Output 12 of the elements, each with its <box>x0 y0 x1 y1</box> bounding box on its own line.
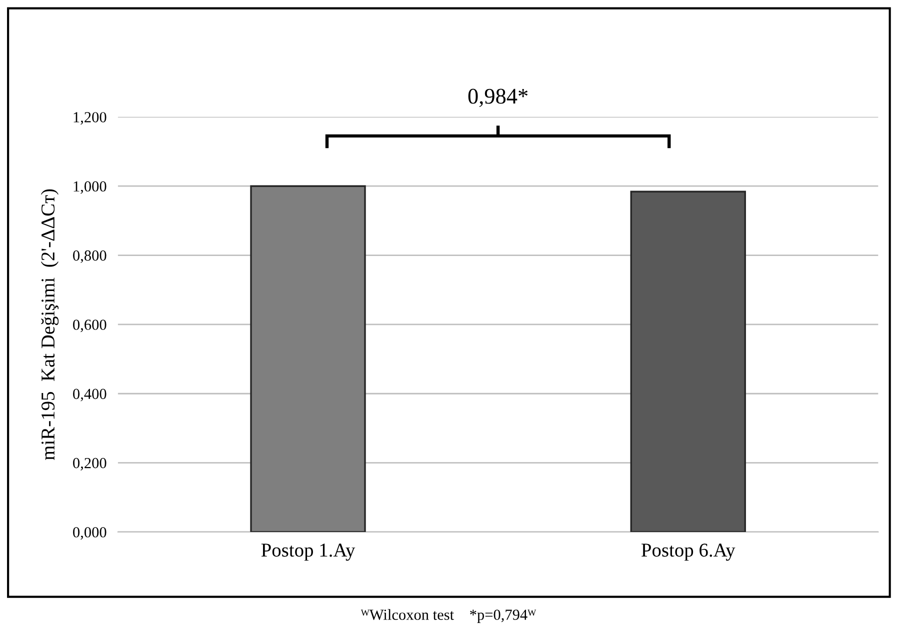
y-tick-label: 1,200 <box>74 112 106 125</box>
y-tick-label: 0,000 <box>73 527 106 540</box>
y-tick-label: 0,200 <box>73 458 106 470</box>
x-tick-label: Postop 6.Ay <box>641 544 736 561</box>
y-tick-label: 0,800 <box>73 250 106 263</box>
y-tick-label: 0,600 <box>73 320 106 332</box>
text: 0,984* <box>468 88 528 107</box>
x-tick-label: Postop 1.Ay <box>261 544 356 561</box>
text: ᵂWilcoxon test *p=0,794ᵂ <box>360 609 536 624</box>
y-tick-label: 0,400 <box>73 388 106 402</box>
y-axis-title: miR-195 Kat Değişimi (2'-ΔΔCᴛ) <box>40 189 59 460</box>
y-tick-label: 1,000 <box>74 181 106 194</box>
